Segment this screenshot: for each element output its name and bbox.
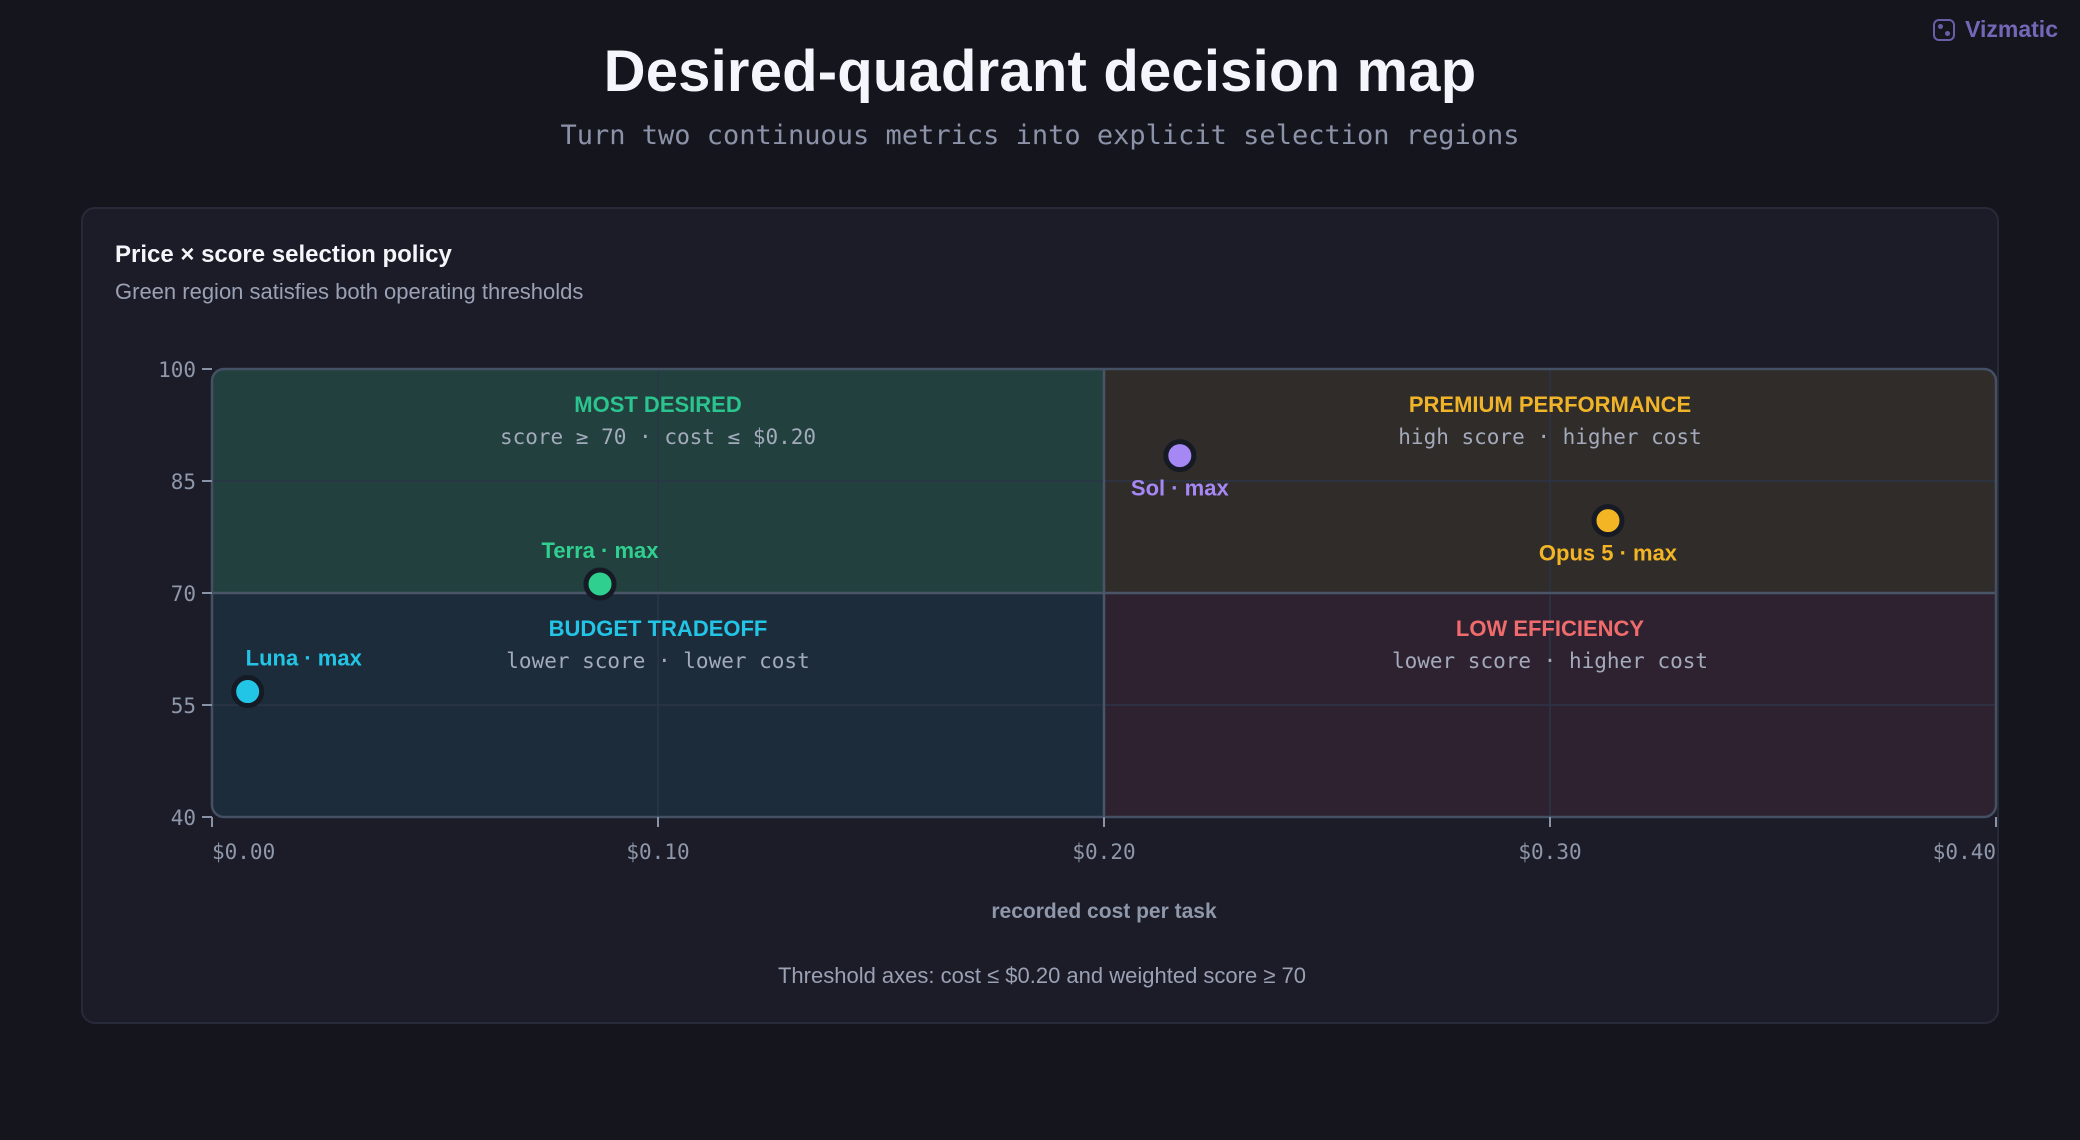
y-tick-label: 40	[171, 806, 196, 830]
x-tick-label: $0.30	[1518, 840, 1581, 864]
threshold-footnote: Threshold axes: cost ≤ $0.20 and weighte…	[777, 963, 1306, 988]
card-title: Price × score selection policy	[115, 241, 452, 268]
card-subtitle: Green region satisfies both operating th…	[115, 279, 584, 304]
y-tick-label: 85	[171, 470, 196, 494]
y-tick-label: 100	[158, 358, 196, 382]
data-point-label: Opus 5 · max	[1539, 541, 1678, 566]
quadrant-title-premium-performance: PREMIUM PERFORMANCE	[1409, 392, 1691, 417]
quadrant-chart: 40 55 70 85 100 $0.00 $0.10 $0.20 $0.30 $0.40 reco…	[158, 358, 1998, 923]
y-tick-label: 55	[171, 694, 196, 718]
x-tick-label: $0.00	[212, 840, 275, 864]
x-tick-label: $0.20	[1072, 840, 1135, 864]
page-subtitle: Turn two continuous metrics into explici…	[560, 120, 1520, 151]
data-point	[1163, 439, 1197, 473]
data-point	[583, 567, 617, 601]
x-axis-label: recorded cost per task	[991, 900, 1217, 923]
quadrant-title-budget-tradeoff: BUDGET TRADEOFF	[549, 616, 768, 641]
brand-icon	[1933, 18, 1956, 41]
data-point-label: Luna · max	[246, 646, 363, 671]
quadrant-desc-budget-tradeoff: lower score · lower cost	[506, 649, 809, 673]
x-tick-label: $0.40	[1933, 840, 1996, 864]
quadrant-desc-low-efficiency: lower score · higher cost	[1392, 649, 1708, 673]
quadrant-desc-most-desired: score ≥ 70 · cost ≤ $0.20	[500, 425, 816, 449]
quadrant-title-most-desired: MOST DESIRED	[574, 392, 741, 417]
brand-logo: Vizmatic	[1933, 16, 2058, 43]
data-point-label: Terra · max	[542, 538, 660, 563]
x-tick-label: $0.10	[626, 840, 689, 864]
quadrant-title-low-efficiency: LOW EFFICIENCY	[1456, 616, 1645, 641]
quadrant-desc-premium-performance: high score · higher cost	[1398, 425, 1701, 449]
y-tick-label: 70	[171, 582, 196, 606]
brand-name: Vizmatic	[1965, 16, 2058, 42]
chart-card: Price × score selection policy Green reg…	[81, 207, 1999, 1024]
data-point-label: Sol · max	[1131, 476, 1230, 501]
data-point	[231, 675, 265, 709]
page-title: Desired-quadrant decision map	[603, 39, 1477, 104]
data-point	[1591, 504, 1625, 538]
